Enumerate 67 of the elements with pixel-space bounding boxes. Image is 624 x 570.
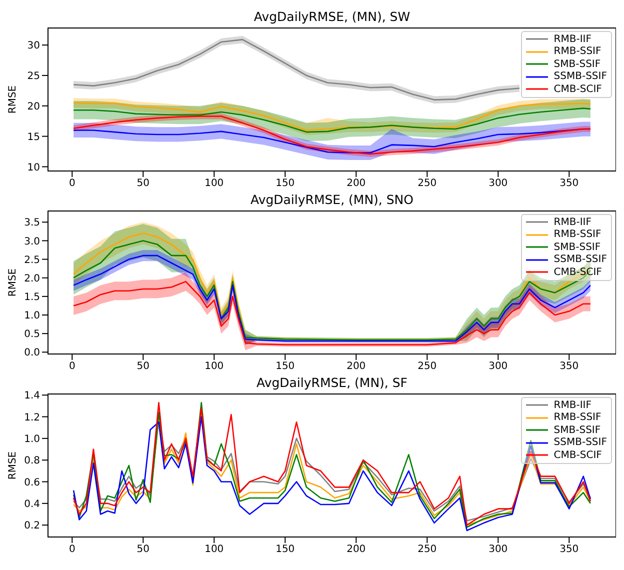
x-tick-label: 200: [346, 361, 366, 372]
y-axis-title: RMSE: [8, 268, 19, 297]
x-tick-label: 50: [136, 361, 150, 372]
y-axis-title: RMSE: [8, 451, 19, 480]
legend-label: SMB-SSIF: [554, 424, 601, 436]
x-tick-label: 0: [68, 544, 76, 556]
x-tick-label: 300: [488, 544, 508, 556]
x-tick-label: 300: [488, 361, 508, 372]
legend-label: RMB-IIF: [554, 34, 592, 45]
x-tick-label: 50: [136, 178, 150, 190]
x-tick-label: 200: [346, 544, 366, 556]
x-tick-label: 350: [560, 361, 579, 372]
y-tick-label: 3.5: [24, 218, 40, 229]
legend-label: SMB-SSIF: [554, 242, 601, 253]
y-tick-label: 15: [27, 132, 40, 143]
x-tick-label: 100: [204, 178, 224, 190]
y-tick-label: 2.0: [24, 273, 40, 284]
y-tick-label: 2.5: [24, 254, 40, 266]
legend-label: SMB-SSIF: [554, 58, 601, 70]
x-tick-label: 250: [418, 178, 437, 190]
legend-label: RMB-SSIF: [554, 46, 602, 58]
legend-label: RMB-IIF: [554, 216, 592, 228]
x-tick-label: 250: [418, 361, 437, 372]
y-tick-label: 3.0: [24, 236, 40, 248]
chart-title: AvgDailyRMSE, (MN), SNO: [250, 191, 414, 208]
x-tick-label: 150: [276, 361, 295, 372]
legend-label: RMB-SSIF: [554, 229, 602, 240]
y-tick-label: 10: [27, 162, 40, 174]
legend-label: CMB-SCIF: [554, 84, 602, 95]
x-tick-label: 300: [488, 178, 508, 190]
y-tick-label: 25: [27, 71, 40, 82]
x-tick-label: 0: [68, 361, 76, 372]
x-tick-label: 100: [204, 361, 224, 372]
y-tick-label: 1.0: [24, 310, 40, 322]
x-tick-label: 100: [204, 544, 224, 556]
legend-label: CMB-SCIF: [554, 266, 602, 278]
y-tick-label: 1.4: [24, 390, 40, 402]
chart-title: AvgDailyRMSE, (MN), SW: [252, 8, 412, 25]
y-tick-label: 1.2: [24, 412, 40, 424]
x-tick-label: 250: [418, 544, 437, 556]
legend-label: SSMB-SSIF: [554, 437, 607, 448]
y-tick-label: 0.0: [24, 348, 40, 359]
y-axis-title: RMSE: [8, 85, 19, 114]
legend-label: RMB-SSIF: [554, 412, 602, 424]
legend-label: SSMB-SSIF: [554, 254, 607, 266]
x-tick-label: 350: [560, 178, 579, 190]
y-tick-label: 0.5: [24, 329, 40, 340]
x-tick-label: 150: [276, 178, 295, 190]
legend-label: RMB-IIF: [554, 400, 592, 411]
y-tick-label: 0.6: [24, 477, 40, 488]
y-tick-label: 0.4: [24, 498, 40, 510]
y-tick-label: 0.8: [24, 456, 40, 467]
y-tick-label: 20: [27, 101, 40, 112]
x-tick-label: 0: [68, 178, 76, 190]
legend-label: CMB-SCIF: [554, 450, 602, 461]
chart-title: AvgDailyRMSE, (MN), SF: [256, 374, 408, 391]
x-tick-label: 350: [560, 544, 579, 556]
x-tick-label: 150: [276, 544, 295, 556]
legend-label: SSMB-SSIF: [554, 71, 607, 82]
y-tick-label: 1.5: [24, 292, 40, 303]
line-series: [72, 280, 592, 346]
y-tick-label: 0.2: [24, 520, 40, 532]
line-series: [72, 108, 592, 133]
y-tick-label: 1.0: [24, 434, 40, 445]
x-tick-label: 200: [346, 178, 366, 190]
y-tick-label: 30: [27, 40, 40, 52]
x-tick-label: 50: [136, 544, 150, 556]
